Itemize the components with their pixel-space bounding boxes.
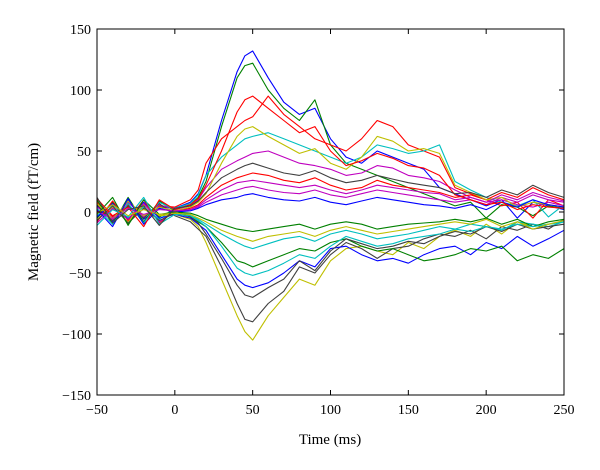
axis-ticks: −50 0 50 100 150 200 250 −150 −100 −50 0 50 100 150 [62, 23, 574, 418]
series-line-7 [96, 202, 565, 323]
series-line-20 [96, 204, 565, 242]
y-tick-label: 50 [77, 145, 91, 160]
x-tick-label: −50 [86, 403, 108, 418]
series-line-15 [96, 193, 565, 228]
x-tick-label: 150 [398, 403, 419, 418]
series-line-6 [96, 204, 565, 341]
x-tick-label: 100 [320, 403, 341, 418]
series-line-16 [96, 196, 565, 233]
series-line-8 [96, 201, 565, 289]
x-tick-label: 50 [246, 403, 260, 418]
x-axis-label: Time (ms) [299, 432, 361, 448]
y-tick-label: −100 [62, 328, 91, 343]
series-lines [96, 50, 565, 341]
series-line-21 [96, 162, 565, 226]
y-tick-label: 100 [70, 84, 91, 99]
series-line-4 [96, 132, 565, 220]
y-tick-label: −150 [62, 389, 91, 404]
y-tick-label: 0 [84, 206, 91, 221]
x-tick-label: 250 [554, 403, 575, 418]
y-tick-label: 150 [70, 23, 91, 38]
y-tick-label: −50 [69, 267, 91, 282]
x-tick-label: 200 [476, 403, 497, 418]
x-tick-label: 0 [171, 403, 178, 418]
y-axis-label: Magnetic field (fT/cm) [26, 143, 42, 281]
series-line-19 [96, 179, 565, 220]
series-line-13 [96, 126, 565, 220]
series-line-18 [96, 196, 565, 276]
